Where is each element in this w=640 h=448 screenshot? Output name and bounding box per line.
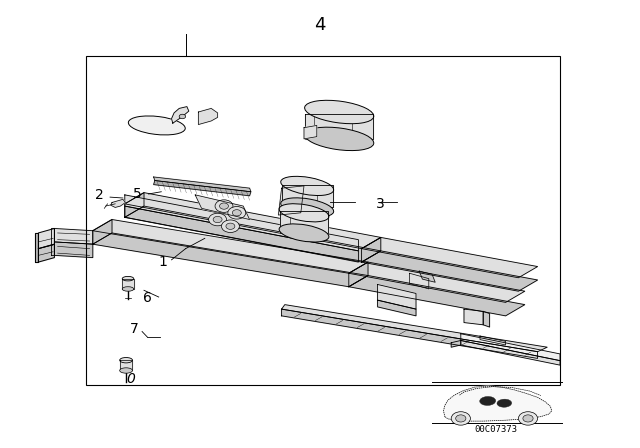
Text: 6: 6 [143,291,152,305]
Text: 0: 0 [127,371,136,386]
Polygon shape [378,284,416,309]
Polygon shape [464,309,483,325]
Polygon shape [93,233,368,287]
Circle shape [523,415,533,422]
Circle shape [209,213,227,226]
Polygon shape [444,386,552,421]
Ellipse shape [120,368,132,373]
Polygon shape [125,193,144,217]
Circle shape [456,415,466,422]
Ellipse shape [305,100,374,124]
Text: 7: 7 [130,322,139,336]
Polygon shape [54,242,93,258]
Circle shape [451,412,470,425]
Polygon shape [195,195,250,220]
Ellipse shape [305,127,374,151]
Ellipse shape [120,358,132,363]
Polygon shape [304,125,317,139]
Text: 5: 5 [133,186,142,201]
Polygon shape [38,228,54,249]
Ellipse shape [279,204,329,222]
Polygon shape [419,271,435,282]
Circle shape [213,216,222,223]
Polygon shape [349,262,525,302]
Polygon shape [378,300,416,316]
Circle shape [221,220,239,233]
Polygon shape [461,334,560,361]
Polygon shape [125,206,358,262]
Ellipse shape [129,116,185,135]
Polygon shape [349,276,525,316]
Polygon shape [154,177,251,192]
Polygon shape [461,340,560,365]
Polygon shape [154,181,251,196]
Circle shape [232,210,241,216]
Circle shape [220,203,228,209]
Polygon shape [280,211,328,233]
Text: 2: 2 [95,188,104,202]
Polygon shape [410,273,429,289]
Circle shape [226,223,235,229]
Polygon shape [54,228,93,244]
Circle shape [518,412,538,425]
Polygon shape [120,360,132,370]
Polygon shape [172,107,189,123]
Circle shape [179,114,186,119]
Polygon shape [125,206,381,262]
Polygon shape [278,186,304,215]
Polygon shape [125,195,358,251]
Ellipse shape [497,399,511,407]
Polygon shape [38,244,54,262]
Text: 3: 3 [376,197,385,211]
Text: 00C07373: 00C07373 [474,425,518,434]
Polygon shape [93,220,112,244]
Bar [86,56,560,385]
Text: 1: 1 [159,255,168,269]
Polygon shape [111,199,125,207]
Polygon shape [362,237,381,262]
Ellipse shape [122,276,134,281]
Polygon shape [282,185,333,207]
Circle shape [228,207,246,219]
Polygon shape [125,193,381,249]
Polygon shape [282,309,538,358]
Polygon shape [51,228,54,255]
Polygon shape [198,108,218,125]
Polygon shape [349,262,368,287]
Ellipse shape [480,396,495,405]
Polygon shape [122,279,134,289]
Ellipse shape [281,198,333,217]
Polygon shape [480,336,506,345]
Circle shape [215,200,233,212]
Polygon shape [93,220,368,273]
Ellipse shape [281,177,333,195]
Polygon shape [35,233,38,262]
Polygon shape [362,237,538,278]
Ellipse shape [279,224,329,242]
Polygon shape [305,114,373,139]
Polygon shape [282,305,547,352]
Polygon shape [483,311,490,327]
Ellipse shape [122,287,134,291]
Polygon shape [451,340,461,347]
Text: 4: 4 [314,16,326,34]
Polygon shape [362,251,538,291]
